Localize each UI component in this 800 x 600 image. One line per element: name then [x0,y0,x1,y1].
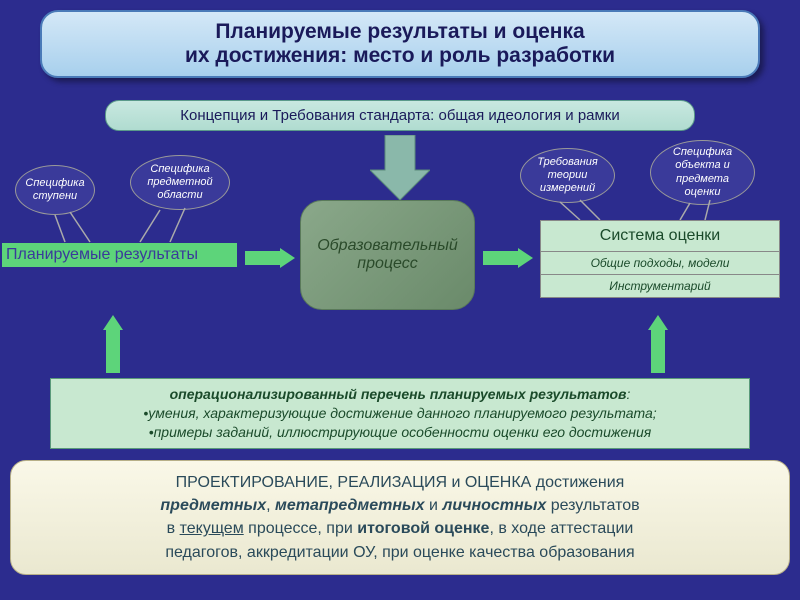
cloud-subject-text: Специфика предметной области [141,163,219,203]
arrow-up-2-icon [648,315,668,373]
center-process-box: Образовательный процесс [300,200,475,310]
title-line1: Планируемые результаты и оценка [215,20,584,43]
planned-results-box: Планируемые результаты [2,243,237,267]
assessment-row2: Инструментарий [541,275,779,297]
oper-l2: •умения, характеризующие достижение данн… [143,405,656,421]
big-down-arrow-icon [370,135,430,205]
oper-l1b: : [626,386,630,402]
cloud-object-text: Специфика объекта и предмета оценки [661,146,744,199]
title-line2: их достижения: место и роль разработки [185,44,615,67]
proj-p3c: процессе, при [244,520,358,537]
proj-p2d: и [425,497,443,514]
cloud-stage-text: Специфика ступени [25,177,84,203]
concept-box: Концепция и Требования стандарта: общая … [105,100,695,131]
proj-p2f: результатов [546,497,639,514]
arrow-up-1-icon [103,315,123,373]
cloud-stage: Специфика ступени [15,165,95,215]
cloud-theory: Требования теории измерений [520,148,615,203]
cloud-object: Специфика объекта и предмета оценки [650,140,755,205]
concept-text: Концепция и Требования стандарта: общая … [180,107,620,124]
center-process-text: Образовательный процесс [301,237,474,273]
proj-p3d: итоговой оценке [357,520,489,537]
project-box: ПРОЕКТИРОВАНИЕ, РЕАЛИЗАЦИЯ и ОЦЕНКА дост… [10,460,790,575]
oper-l3: •примеры заданий, иллюстрирующие особенн… [149,424,652,440]
arrow-right-1-icon [245,248,295,268]
proj-p2b: , [266,497,275,514]
cloud-subject: Специфика предметной области [130,155,230,210]
cloud-theory-text: Требования теории измерений [531,156,604,196]
proj-p2e: личностных [442,497,546,514]
title-box: Планируемые результаты и оценка их дости… [40,10,760,78]
proj-p3e: , в ходе аттестации [489,520,633,537]
arrow-right-2-icon [483,248,533,268]
planned-results-text: Планируемые результаты [6,246,198,263]
proj-p3b: текущем [180,520,244,537]
proj-p4: педагогов, аккредитации ОУ, при оценке к… [165,544,634,561]
proj-p2a: предметных [160,497,266,514]
proj-p3a: в [167,520,180,537]
proj-p1: ПРОЕКТИРОВАНИЕ, РЕАЛИЗАЦИЯ и ОЦЕНКА дост… [176,474,625,491]
proj-p2c: метапредметных [275,497,425,514]
oper-l1a: операционализированный перечень планируе… [170,386,627,402]
assessment-head: Система оценки [541,221,779,252]
operationalized-box: операционализированный перечень планируе… [50,378,750,449]
assessment-box: Система оценки Общие подходы, модели Инс… [540,220,780,298]
assessment-row1: Общие подходы, модели [541,252,779,275]
